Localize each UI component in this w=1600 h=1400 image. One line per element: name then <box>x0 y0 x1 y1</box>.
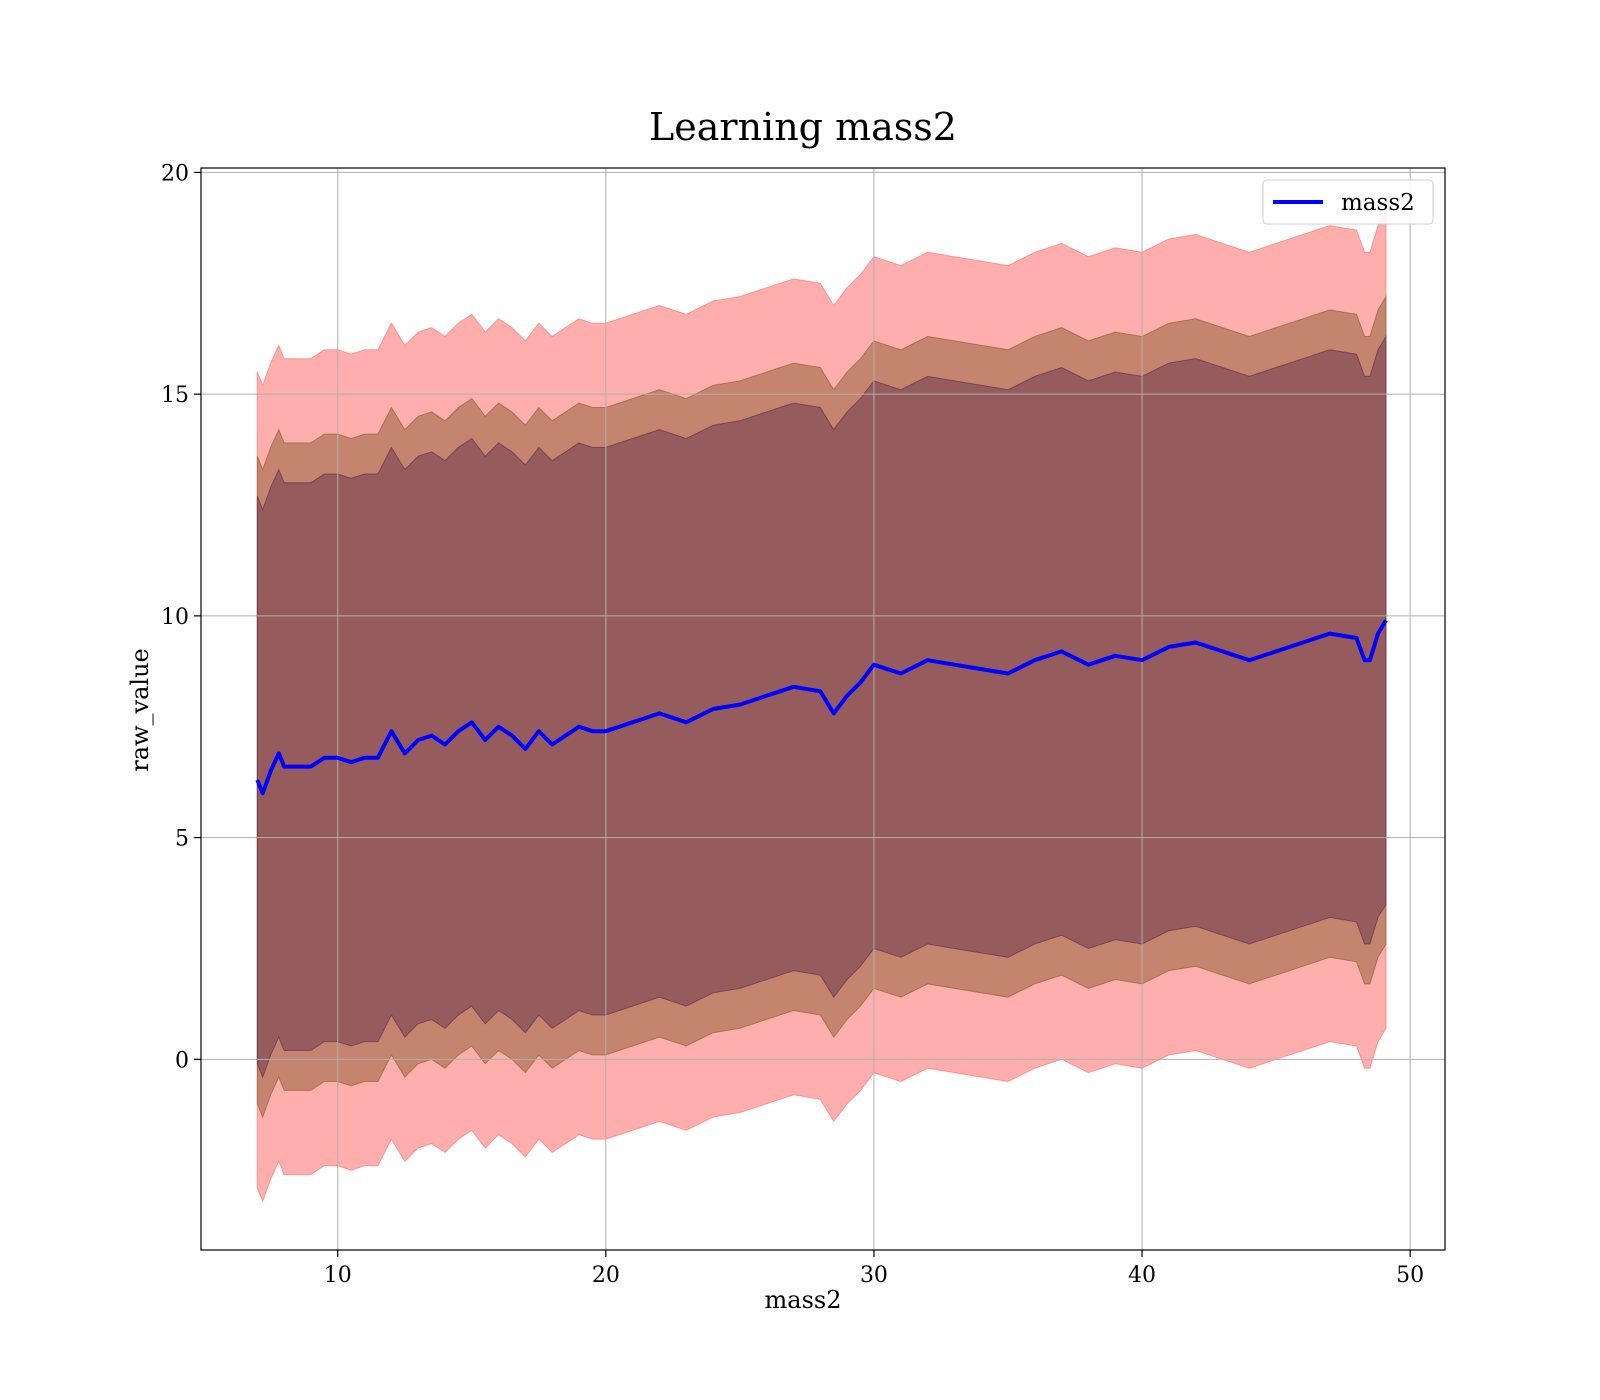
y-tick-label-15: 15 <box>161 383 189 408</box>
y-tick-label-0: 0 <box>175 1048 189 1073</box>
chart-title: Learning mass2 <box>649 105 957 149</box>
x-tick-label-50: 50 <box>1396 1263 1424 1288</box>
legend-label-mass2: mass2 <box>1341 190 1415 216</box>
plot-frame <box>200 167 1446 1251</box>
y-tick-label-20: 20 <box>161 161 189 186</box>
confidence-bands <box>256 210 1387 1203</box>
x-axis-label: mass2 <box>765 1286 842 1314</box>
grid-lines <box>201 168 1445 1250</box>
y-tick-label-10: 10 <box>161 605 189 630</box>
x-tick-label-30: 30 <box>860 1263 888 1288</box>
band-inner <box>256 334 1387 1079</box>
legend: mass2 <box>1262 179 1434 225</box>
legend-box <box>1262 179 1434 225</box>
y-tick-label-5: 5 <box>175 827 189 852</box>
x-tick-label-20: 20 <box>592 1263 620 1288</box>
x-tick-label-40: 40 <box>1128 1263 1156 1288</box>
y-axis-ticks: 0 5 10 15 20 <box>161 161 201 1073</box>
x-axis-ticks: 10 20 30 40 50 <box>324 1250 1424 1288</box>
series-line-mass2 <box>255 619 1388 796</box>
series-lines <box>255 619 1388 796</box>
plot-area <box>200 167 1446 1251</box>
band-middle <box>256 294 1387 1119</box>
x-tick-label-10: 10 <box>324 1263 352 1288</box>
y-axis-label: raw_value <box>126 648 154 772</box>
